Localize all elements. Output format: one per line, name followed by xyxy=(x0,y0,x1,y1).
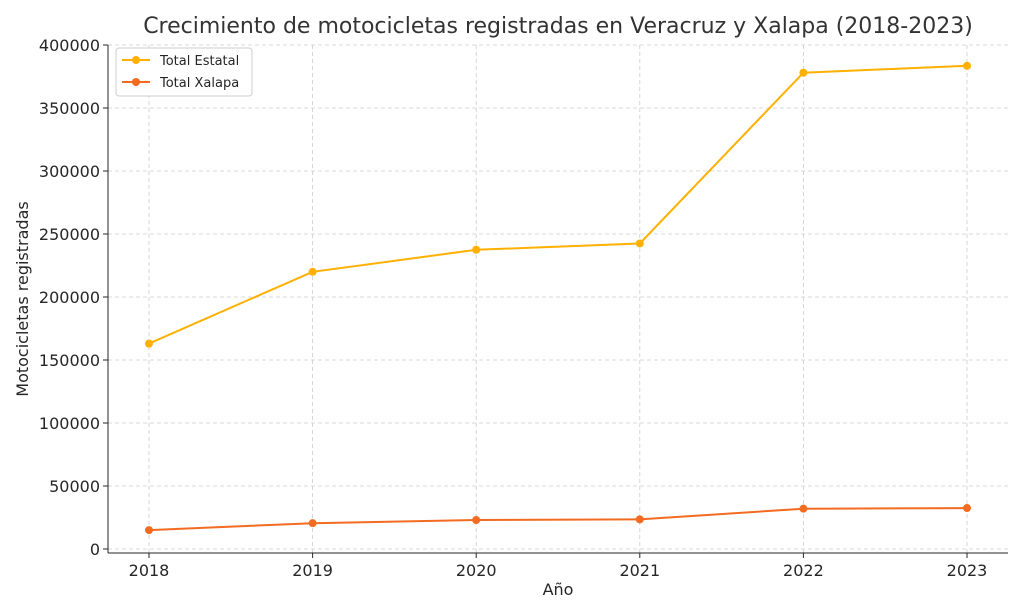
data-point-total-estatal xyxy=(963,61,971,70)
series xyxy=(145,61,971,535)
data-point-total-estatal xyxy=(799,68,808,77)
legend-marker-estatal xyxy=(132,56,140,64)
y-tick-label: 50000 xyxy=(49,477,100,496)
y-tick-label: 150000 xyxy=(39,351,100,370)
data-point-total-xalapa xyxy=(963,504,971,513)
series-line-total-estatal xyxy=(148,64,968,345)
data-point-total-estatal xyxy=(472,245,481,254)
legend-label-estatal: Total Estatal xyxy=(159,54,239,69)
data-point-total-xalapa xyxy=(308,519,317,528)
series-line-total-xalapa xyxy=(148,507,968,532)
x-tick-label: 2022 xyxy=(783,561,824,580)
grid xyxy=(108,44,1008,553)
legend: Total Estatal Total Xalapa xyxy=(115,47,253,97)
y-tick-label: 250000 xyxy=(39,225,100,244)
x-axis-title: Año xyxy=(543,580,574,599)
data-point-total-xalapa xyxy=(145,526,153,535)
y-axis-title: Motocicletas registradas xyxy=(13,201,32,396)
x-tick-label: 2018 xyxy=(129,561,170,580)
y-tick-label: 400000 xyxy=(39,36,100,55)
y-tick-label: 300000 xyxy=(39,162,100,181)
data-point-total-estatal xyxy=(635,239,644,248)
y-ticks: 0 50000 100000 150000 200000 250000 300000 3500… xyxy=(39,36,108,559)
data-point-total-xalapa xyxy=(472,516,481,525)
y-tick-label: 0 xyxy=(90,540,100,559)
legend-marker-xalapa xyxy=(132,78,140,86)
x-tick-label: 2020 xyxy=(456,561,497,580)
legend-label-xalapa: Total Xalapa xyxy=(159,76,239,91)
x-tick-label: 2019 xyxy=(292,561,333,580)
x-ticks: 2018 2019 2020 2021 2022 2023 xyxy=(129,553,988,580)
data-point-total-xalapa xyxy=(799,504,808,513)
data-point-total-xalapa xyxy=(635,515,644,524)
data-point-total-estatal xyxy=(308,267,317,276)
y-tick-label: 350000 xyxy=(39,99,100,118)
data-point-total-estatal xyxy=(145,339,153,348)
x-tick-label: 2023 xyxy=(947,561,988,580)
axes xyxy=(107,45,1008,554)
chart-title: Crecimiento de motocicletas registradas … xyxy=(143,14,973,39)
x-tick-label: 2021 xyxy=(619,561,660,580)
y-tick-label: 100000 xyxy=(39,414,100,433)
y-tick-label: 200000 xyxy=(39,288,100,307)
